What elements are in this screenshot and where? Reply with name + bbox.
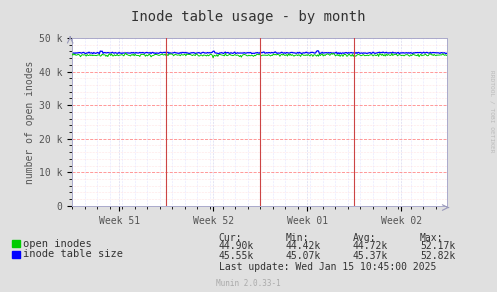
Text: 44.42k: 44.42k bbox=[286, 241, 321, 251]
Text: open inodes: open inodes bbox=[23, 239, 92, 248]
Text: 44.90k: 44.90k bbox=[219, 241, 254, 251]
Y-axis label: number of open inodes: number of open inodes bbox=[25, 60, 35, 184]
Text: 45.37k: 45.37k bbox=[353, 251, 388, 261]
Text: Min:: Min: bbox=[286, 233, 309, 243]
Text: inode table size: inode table size bbox=[23, 249, 123, 259]
Text: Munin 2.0.33-1: Munin 2.0.33-1 bbox=[216, 279, 281, 288]
Text: Max:: Max: bbox=[420, 233, 443, 243]
Text: Cur:: Cur: bbox=[219, 233, 242, 243]
Text: 52.17k: 52.17k bbox=[420, 241, 455, 251]
Text: Avg:: Avg: bbox=[353, 233, 376, 243]
Text: Inode table usage - by month: Inode table usage - by month bbox=[131, 10, 366, 24]
Text: RRDTOOL / TOBI OETIKER: RRDTOOL / TOBI OETIKER bbox=[490, 70, 495, 152]
Text: 45.55k: 45.55k bbox=[219, 251, 254, 261]
Text: 52.82k: 52.82k bbox=[420, 251, 455, 261]
Text: Last update: Wed Jan 15 10:45:00 2025: Last update: Wed Jan 15 10:45:00 2025 bbox=[219, 262, 436, 272]
Text: 44.72k: 44.72k bbox=[353, 241, 388, 251]
Text: 45.07k: 45.07k bbox=[286, 251, 321, 261]
